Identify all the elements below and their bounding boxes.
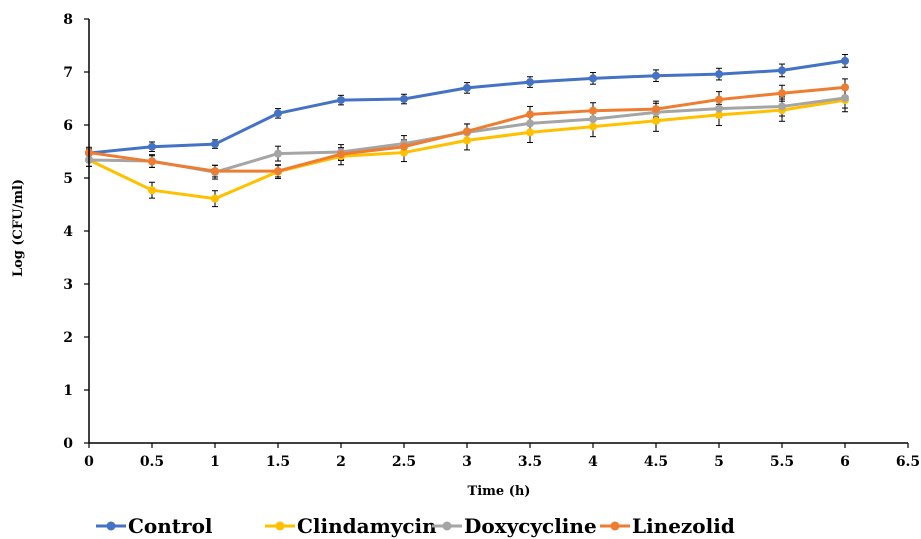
x-tick-label: 0.5 — [140, 454, 164, 470]
y-tick-label: 7 — [63, 65, 73, 81]
data-point-control — [715, 70, 723, 79]
data-point-doxycycline — [589, 115, 597, 124]
x-tick-label: 5.5 — [770, 454, 794, 470]
data-point-doxycycline — [274, 149, 282, 158]
data-point-control — [337, 96, 345, 105]
data-point-linezolid — [400, 142, 408, 151]
data-point-control — [589, 74, 597, 83]
y-tick-label: 0 — [63, 436, 73, 452]
data-point-clindamycin — [148, 186, 156, 195]
x-tick-label: 6.5 — [896, 454, 920, 470]
y-tick-label: 2 — [63, 330, 73, 346]
legend-marker-doxycycline — [442, 521, 452, 531]
data-point-control — [211, 140, 219, 149]
legend-label-linezolid: Linezolid — [632, 514, 735, 538]
x-tick-label: 5 — [714, 454, 724, 470]
data-point-doxycycline — [778, 102, 786, 111]
data-point-clindamycin — [715, 110, 723, 119]
y-tick-label: 6 — [63, 118, 73, 134]
legend-marker-clindamycin — [275, 521, 285, 531]
data-point-linezolid — [715, 95, 723, 104]
legend-label-clindamycin: Clindamycin — [297, 514, 437, 538]
data-point-control — [778, 66, 786, 75]
data-point-doxycycline — [715, 104, 723, 113]
y-tick-label: 5 — [63, 171, 73, 187]
data-point-clindamycin — [652, 116, 660, 125]
legend: Control Clindamycin Doxycycline Linezolid — [96, 514, 735, 538]
series-lines — [85, 56, 849, 203]
data-point-linezolid — [463, 127, 471, 136]
x-tick-label: 0 — [84, 454, 94, 470]
y-tick-label: 8 — [63, 12, 73, 28]
data-point-linezolid — [589, 106, 597, 115]
data-point-control — [463, 83, 471, 92]
x-tick-label: 3.5 — [518, 454, 542, 470]
x-axis-title: Time (h) — [468, 484, 531, 499]
data-point-clindamycin — [211, 194, 219, 203]
x-tick-label: 2 — [336, 454, 346, 470]
data-point-linezolid — [337, 150, 345, 159]
x-tick-label: 1 — [210, 454, 220, 470]
x-tick-label: 1.5 — [266, 454, 290, 470]
data-point-control — [526, 78, 534, 87]
axes: 0 1 2 3 4 5 6 7 8 0 0.5 1 1.5 2 2.5 3 3.5 4 4.5 5 5.5 6 6.5 — [63, 12, 920, 470]
data-point-linezolid — [778, 89, 786, 98]
data-point-clindamycin — [589, 122, 597, 131]
data-point-doxycycline — [526, 119, 534, 128]
data-point-linezolid — [148, 157, 156, 166]
data-point-linezolid — [211, 167, 219, 176]
y-tick-label: 1 — [63, 383, 73, 399]
data-point-control — [148, 142, 156, 151]
x-tick-label: 2.5 — [392, 454, 416, 470]
data-point-control — [400, 95, 408, 104]
x-tick-label: 3 — [462, 454, 472, 470]
x-tick-label: 4 — [588, 454, 598, 470]
data-point-linezolid — [652, 105, 660, 114]
data-point-clindamycin — [400, 148, 408, 157]
data-point-control — [652, 71, 660, 80]
legend-label-control: Control — [128, 514, 213, 538]
data-point-clindamycin — [463, 136, 471, 145]
y-axis-title: Log (CFU/ml) — [11, 179, 26, 277]
x-tick-label: 6 — [840, 454, 850, 470]
data-point-clindamycin — [526, 128, 534, 137]
legend-marker-control — [106, 521, 116, 531]
x-tick-label: 4.5 — [644, 454, 668, 470]
data-point-control — [274, 109, 282, 118]
data-point-linezolid — [274, 167, 282, 176]
y-tick-label: 4 — [63, 224, 73, 240]
data-point-linezolid — [841, 83, 849, 92]
data-point-control — [841, 56, 849, 65]
legend-label-doxycycline: Doxycycline — [464, 514, 597, 538]
legend-marker-linezolid — [610, 521, 620, 531]
data-point-doxycycline — [841, 93, 849, 102]
y-tick-label: 3 — [63, 277, 73, 293]
data-point-linezolid — [526, 110, 534, 119]
